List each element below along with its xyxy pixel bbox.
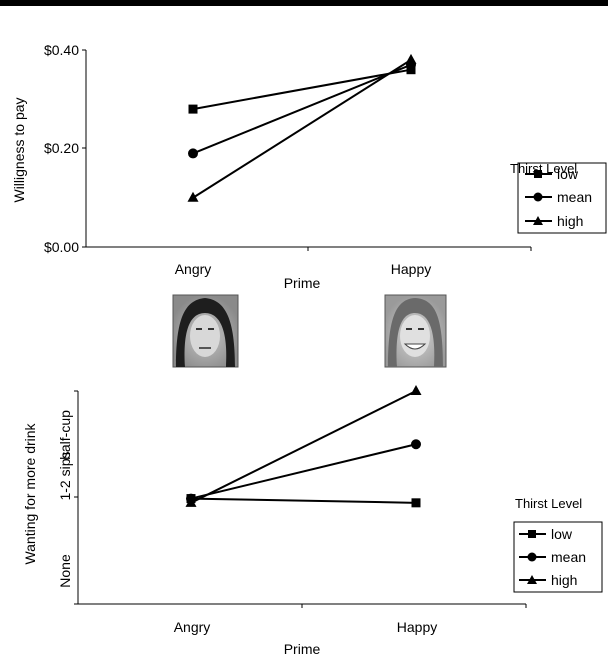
legend-label-high: high <box>557 213 583 229</box>
series-layer <box>185 385 422 508</box>
face-shape <box>190 315 220 357</box>
legend-marker-high <box>527 575 537 584</box>
mouth-shape <box>199 347 211 349</box>
legend-box <box>517 162 607 234</box>
x-axis-label: Prime <box>284 275 321 291</box>
data-point-high <box>187 191 199 202</box>
x-tick-label: Angry <box>174 619 211 635</box>
series-line-low <box>192 68 412 111</box>
bottom-chart: None 1-2 sips half-cup Wanting for more … <box>22 385 603 657</box>
legend-label-mean: mean <box>551 549 586 565</box>
angry-face-photo <box>172 294 239 368</box>
data-point-low <box>188 104 198 114</box>
x-tick-label: Happy <box>397 619 437 635</box>
happy-face-photo <box>384 294 447 368</box>
series-line-mean <box>190 443 417 500</box>
data-point-high <box>185 496 197 507</box>
eye-shape <box>196 328 202 330</box>
y-tick-label: $0.40 <box>44 42 79 58</box>
data-point-mean <box>188 148 198 159</box>
data-point-low <box>411 498 421 508</box>
series-layer <box>187 53 417 202</box>
legend-label-mean: mean <box>557 189 592 205</box>
legend-label-low: low <box>551 526 573 542</box>
series-line-low <box>190 497 417 504</box>
y-axis-label: Willigness to pay <box>11 97 27 202</box>
smile-shape <box>403 343 427 350</box>
face-shape <box>400 315 430 357</box>
legend-title: Thirst Level <box>510 161 577 176</box>
legend-marker-low <box>534 170 542 178</box>
legend: Thirst Level low mean high <box>513 496 603 593</box>
data-point-high <box>405 53 417 64</box>
hair-shape <box>176 298 235 367</box>
series-line-high <box>192 59 412 199</box>
series-line-mean <box>192 63 412 155</box>
x-tick-label: Angry <box>175 261 212 277</box>
y-tick-label: $0.00 <box>44 239 79 255</box>
legend-label-low: low <box>557 166 579 182</box>
legend-box <box>513 521 603 593</box>
eye-shape <box>406 328 412 330</box>
y-tick-label: half-cup <box>57 410 73 460</box>
y-tick-label: $0.20 <box>44 140 79 156</box>
eye-shape <box>208 328 214 330</box>
legend-label-high: high <box>551 572 577 588</box>
hair-shape <box>388 298 443 367</box>
legend-title: Thirst Level <box>515 496 582 511</box>
top-chart: $0.40 $0.20 $0.00 Angry Happy Prime Will… <box>11 42 607 291</box>
x-tick-label: Happy <box>391 261 431 277</box>
data-point-high <box>410 385 422 395</box>
y-axis-label: Wanting for more drink <box>22 422 38 564</box>
data-point-mean <box>411 439 421 450</box>
eye-shape <box>418 328 424 330</box>
y-tick-label: None <box>57 554 73 588</box>
top-border <box>0 0 608 6</box>
y-tick-label: 1-2 sips <box>57 451 73 500</box>
legend-marker-mean <box>527 552 537 562</box>
legend-marker-high <box>533 216 543 225</box>
legend-marker-mean <box>533 192 543 202</box>
series-line-high <box>190 390 417 504</box>
x-axis-label: Prime <box>284 641 321 657</box>
legend: Thirst Level low mean high <box>510 161 607 234</box>
legend-marker-low <box>528 530 536 538</box>
